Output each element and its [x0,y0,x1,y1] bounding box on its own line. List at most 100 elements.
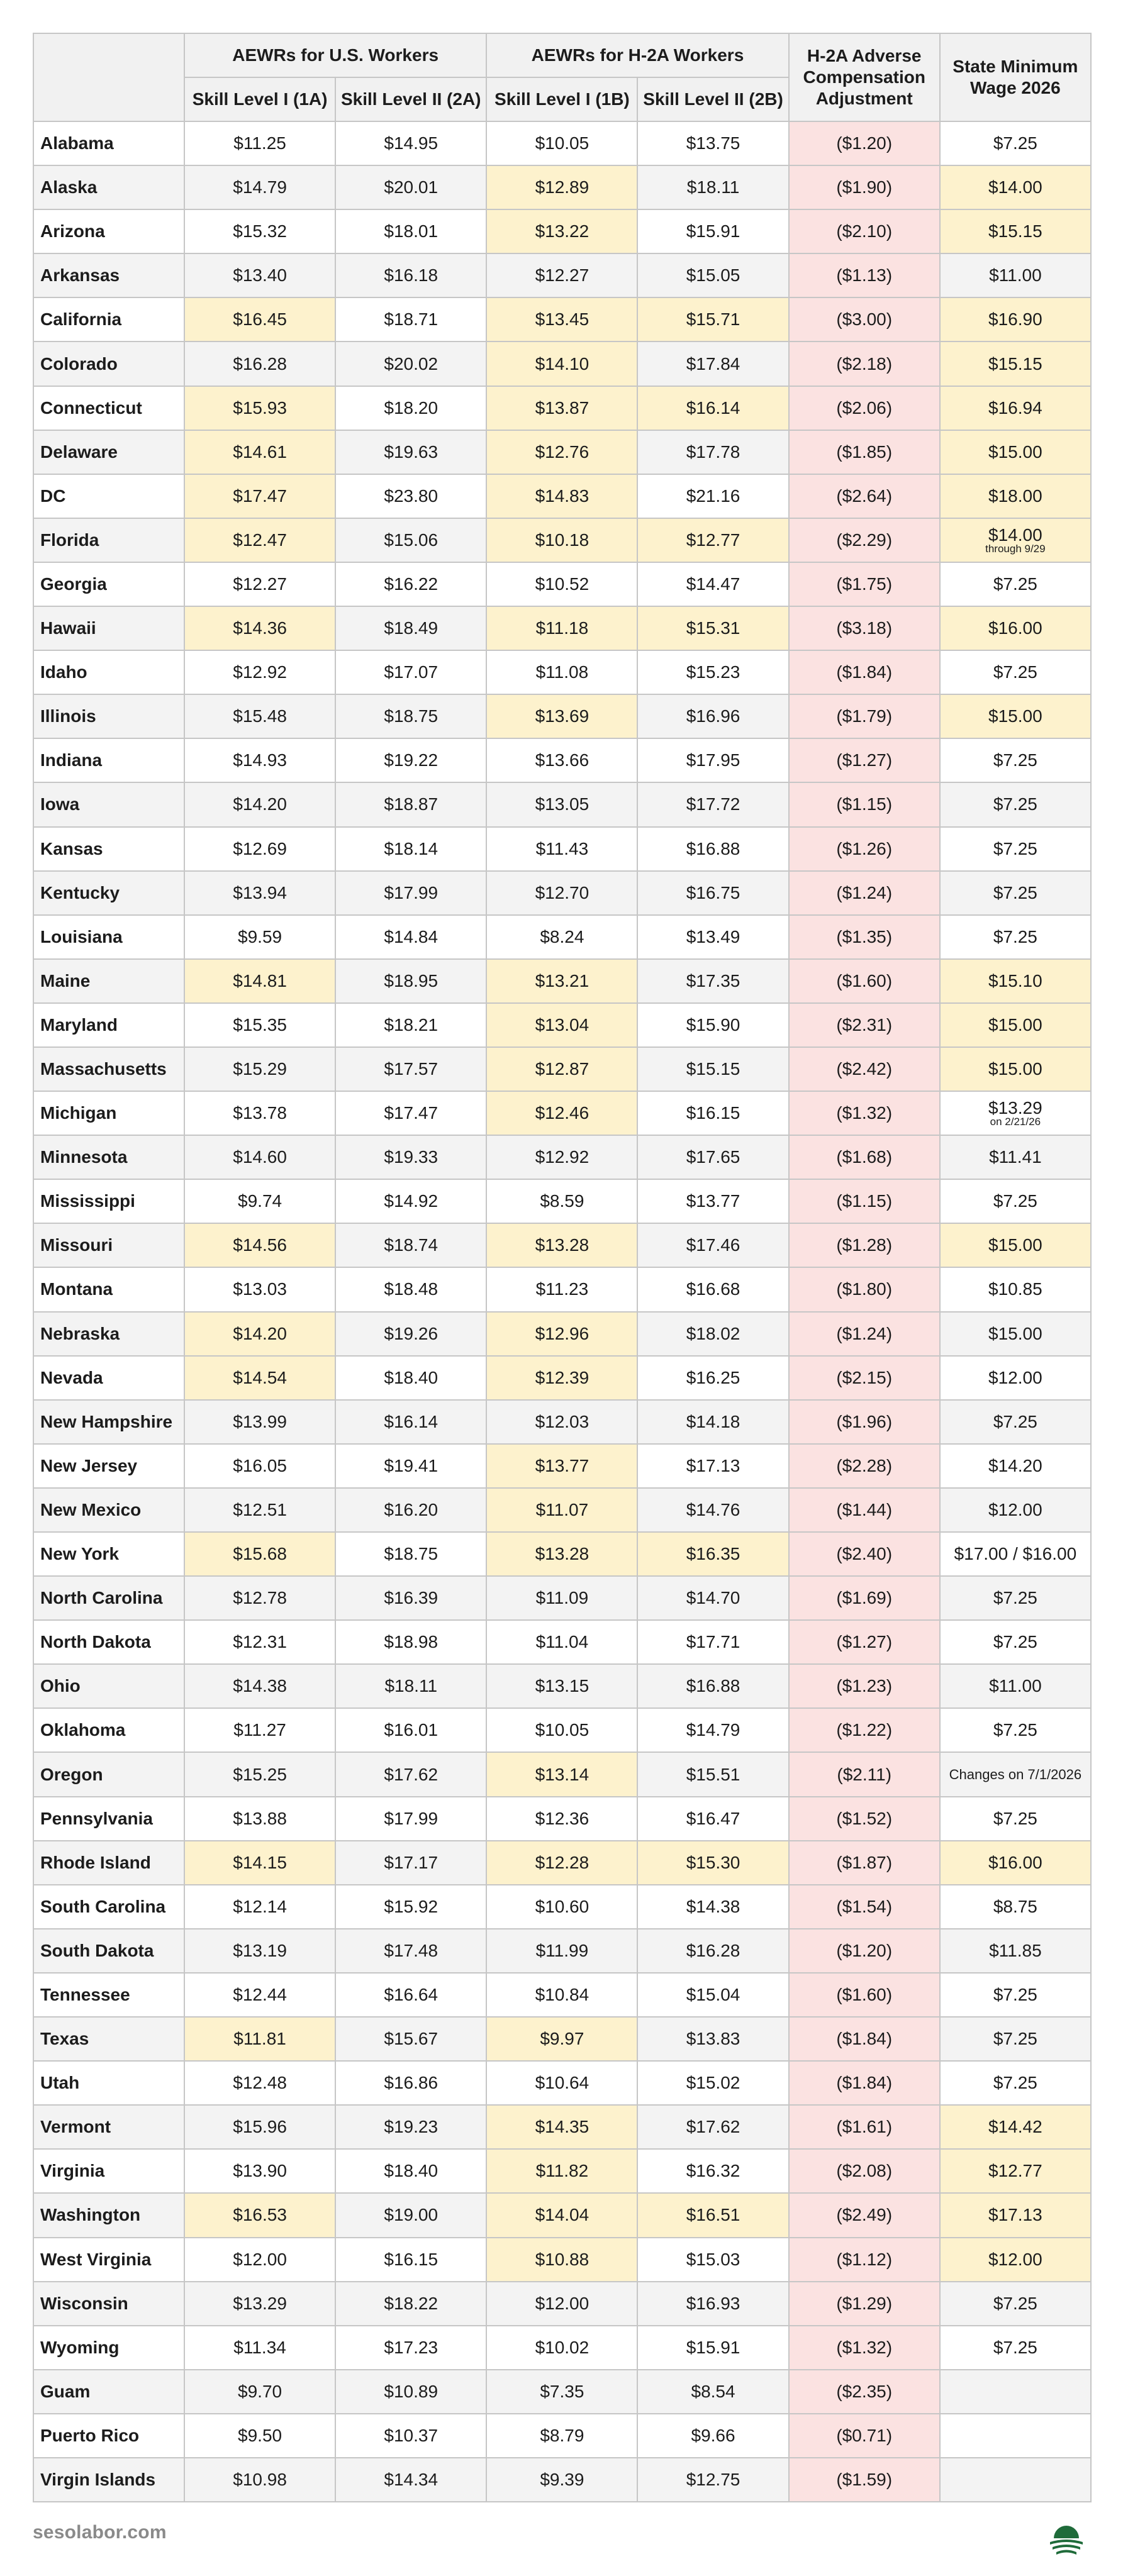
us-skill-1-cell: $13.78 [183,1091,337,1136]
us-skill-1-cell: $15.25 [183,1752,337,1797]
h2a-skill-2-cell: $15.02 [637,2060,790,2106]
h2a-skill-1-cell: $10.02 [486,2324,639,2370]
us-skill-2-cell: $14.95 [335,120,488,167]
state-name-cell: New Jersey [33,1443,185,1489]
adjustment-cell: ($2.31) [788,1002,941,1048]
h2a-skill-2-cell: $17.95 [637,738,790,784]
state-name-cell: Puerto Rico [33,2412,185,2458]
us-skill-2-cell: $16.15 [335,2236,488,2282]
us-skill-1-cell: $14.38 [183,1663,337,1709]
state-name-cell: Idaho [33,650,185,696]
min-wage-cell: $13.29 on 2/21/26 [939,1091,1092,1136]
us-skill-2-cell: $19.00 [335,2192,488,2238]
us-skill-2-cell: $20.01 [335,165,488,211]
state-name-cell: Missouri [33,1223,185,1269]
h2a-skill-2-cell: $15.90 [637,1002,790,1048]
us-skill-1-cell: $14.93 [183,738,337,784]
table-row: Utah $12.48 $16.86 $10.64 $15.02 ($1.84) $7.25 [33,2060,1092,2106]
adjustment-cell: ($1.59) [788,2457,941,2503]
h2a-skill-1-cell: $11.04 [486,1619,639,1665]
min-wage-cell: $11.41 [939,1135,1092,1180]
table-row: Arkansas $13.40 $16.18 $12.27 $15.05 ($1.13) $… [33,253,1092,299]
h2a-skill-1-cell: $13.15 [486,1663,639,1709]
min-wage-cell: $15.00 [939,1311,1092,1357]
us-skill-1-cell: $12.69 [183,826,337,872]
us-skill-2-cell: $15.92 [335,1884,488,1929]
us-skill-1-cell: $14.36 [183,606,337,652]
state-name-cell: Hawaii [33,606,185,652]
h2a-skill-1-cell: $12.39 [486,1355,639,1401]
state-name-cell: Maine [33,958,185,1004]
h2a-skill-1-cell: $8.79 [486,2412,639,2458]
state-name-cell: Mississippi [33,1179,185,1224]
h2a-skill-1-cell: $13.21 [486,958,639,1004]
min-wage-cell: $12.00 [939,1487,1092,1533]
table-row: Minnesota $14.60 $19.33 $12.92 $17.65 ($1.68)… [33,1135,1092,1180]
state-name-cell: Georgia [33,561,185,608]
state-name-cell: Maryland [33,1002,185,1048]
table-row: Wisconsin $13.29 $18.22 $12.00 $16.93 ($1.29)… [33,2280,1092,2326]
min-wage-cell: $15.10 [939,958,1092,1004]
table-row: New Jersey $16.05 $19.41 $13.77 $17.13 ($2.28… [33,1443,1092,1489]
min-wage-cell: $7.25 [939,2324,1092,2370]
adjustment-cell: ($0.71) [788,2412,941,2458]
header-adjustment-line-2: Compensation [803,67,925,87]
table-row: California $16.45 $18.71 $13.45 $15.71 ($3.00… [33,297,1092,343]
state-name-cell: Connecticut [33,385,185,431]
table-row: Montana $13.03 $18.48 $11.23 $16.68 ($1.80) $1… [33,1267,1092,1313]
adjustment-cell: ($2.06) [788,385,941,431]
state-name-cell: Utah [33,2060,185,2106]
us-skill-1-cell: $12.14 [183,1884,337,1929]
min-wage-cell: $7.25 [939,1575,1092,1621]
us-skill-1-cell: $12.78 [183,1575,337,1621]
h2a-skill-2-cell: $15.23 [637,650,790,696]
us-skill-2-cell: $18.75 [335,1531,488,1577]
h2a-skill-2-cell: $16.32 [637,2148,790,2194]
state-name-cell: Rhode Island [33,1840,185,1885]
adjustment-cell: ($1.32) [788,2324,941,2370]
state-name-cell: Oklahoma [33,1707,185,1753]
us-skill-2-cell: $15.06 [335,517,488,563]
table-row: Puerto Rico $9.50 $10.37 $8.79 $9.66 ($0.71) [33,2412,1092,2458]
adjustment-cell: ($2.28) [788,1443,941,1489]
h2a-skill-1-cell: $12.00 [486,2280,639,2326]
h2a-skill-2-cell: $17.84 [637,341,790,387]
header-skill-1a: Skill Level I (1A) [183,77,337,122]
min-wage-cell: $7.25 [939,2280,1092,2326]
us-skill-1-cell: $13.29 [183,2280,337,2326]
h2a-skill-2-cell: $16.88 [637,826,790,872]
h2a-skill-1-cell: $14.35 [486,2104,639,2150]
us-skill-2-cell: $17.48 [335,1928,488,1974]
min-wage-cell: $12.00 [939,2236,1092,2282]
adjustment-cell: ($1.84) [788,2060,941,2106]
h2a-skill-1-cell: $10.52 [486,561,639,608]
h2a-skill-1-cell: $14.04 [486,2192,639,2238]
min-wage-cell: $7.25 [939,914,1092,960]
table-row: South Dakota $13.19 $17.48 $11.99 $16.28 ($1.… [33,1928,1092,1974]
adjustment-cell: ($2.35) [788,2368,941,2414]
us-skill-1-cell: $13.88 [183,1796,337,1841]
us-skill-1-cell: $12.47 [183,517,337,563]
adjustment-cell: ($1.15) [788,1179,941,1224]
us-skill-2-cell: $20.02 [335,341,488,387]
state-name-cell: Florida [33,517,185,563]
min-wage-cell: $16.90 [939,297,1092,343]
header-min-wage-line-2: Wage 2026 [970,78,1061,97]
h2a-skill-2-cell: $18.11 [637,165,790,211]
h2a-skill-2-cell: $16.25 [637,1355,790,1401]
table-row: Idaho $12.92 $17.07 $11.08 $15.23 ($1.84) $7.2… [33,650,1092,696]
h2a-skill-2-cell: $13.83 [637,2016,790,2062]
h2a-skill-1-cell: $9.39 [486,2457,639,2503]
min-wage-cell: $18.00 [939,473,1092,519]
us-skill-2-cell: $10.37 [335,2412,488,2458]
adjustment-cell: ($2.10) [788,209,941,255]
us-skill-2-cell: $18.11 [335,1663,488,1709]
h2a-skill-1-cell: $10.88 [486,2236,639,2282]
us-skill-1-cell: $14.56 [183,1223,337,1269]
min-wage-cell [939,2457,1092,2503]
us-skill-1-cell: $14.15 [183,1840,337,1885]
table-row: Hawaii $14.36 $18.49 $11.18 $15.31 ($3.18) $16… [33,606,1092,652]
adjustment-cell: ($1.85) [788,429,941,475]
us-skill-2-cell: $19.41 [335,1443,488,1489]
min-wage-cell: $15.00 [939,694,1092,740]
